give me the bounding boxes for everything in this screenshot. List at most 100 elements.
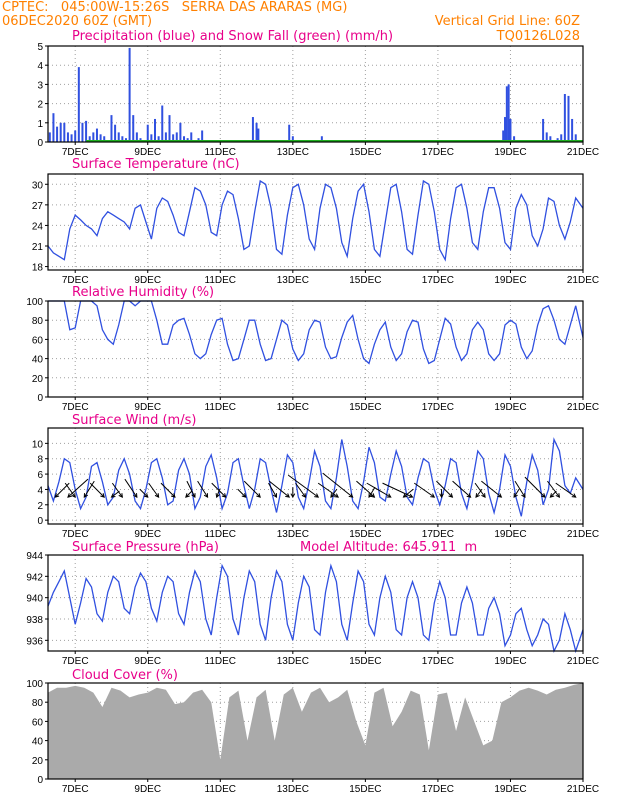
humidity-xtick-label: 15DEC — [349, 402, 381, 413]
precip-bar — [132, 115, 135, 142]
precip-bar — [504, 117, 507, 142]
precip-bar — [175, 132, 178, 142]
wind-vector — [295, 482, 306, 498]
wind-vector-head — [497, 493, 503, 498]
wind-vector-head — [170, 493, 176, 498]
temperature-xtick-label: 19DEC — [494, 275, 526, 286]
header-grid-line: Vertical Grid Line: 60Z — [435, 14, 580, 29]
humidity-ytick-label: 80 — [32, 316, 44, 327]
precip-bar — [52, 113, 55, 142]
precip-bar — [56, 126, 59, 142]
precip-xtick-label: 13DEC — [277, 147, 309, 158]
humidity-xtick-label: 7DEC — [62, 402, 89, 413]
humidity-xtick-label: 13DEC — [277, 402, 309, 413]
precip-bar — [114, 124, 117, 142]
precip-bar — [117, 132, 120, 142]
wind-vector — [268, 480, 290, 498]
temperature-xtick-label: 11DEC — [205, 275, 237, 286]
wind-vector — [555, 482, 577, 498]
wind-vector-head — [540, 493, 546, 498]
wind-xtick-label: 21DEC — [567, 529, 599, 540]
precip-bar — [563, 94, 566, 142]
header-date: 06DEC2020 60Z (GMT) — [2, 14, 152, 29]
pressure-xtick-label: 11DEC — [205, 656, 237, 667]
precip-bar — [161, 105, 164, 142]
precip-bar — [567, 95, 570, 142]
wind-vector-head — [368, 493, 373, 499]
wind-vector — [111, 490, 120, 498]
humidity-xtick-label: 9DEC — [134, 402, 161, 413]
precip-ytick-label: 5 — [37, 42, 43, 53]
wind-vector — [452, 480, 471, 498]
pressure-ytick-label: 936 — [26, 636, 43, 647]
precip-bar — [164, 132, 167, 142]
wind-vector — [268, 482, 277, 498]
wind-vector-head — [314, 493, 320, 498]
precip-xtick-label: 17DEC — [422, 147, 454, 158]
wind-vector-head — [513, 493, 518, 499]
cloud-cover-area — [48, 683, 583, 779]
wind-vector-head — [215, 493, 221, 499]
precip-bar — [99, 134, 102, 142]
precip-bar — [63, 122, 66, 142]
temperature-frame — [47, 173, 584, 271]
pressure-ytick-label: 940 — [26, 594, 43, 605]
wind-ytick-label: 4 — [37, 485, 43, 496]
wind-vector-head — [408, 493, 414, 498]
wind-vector-head — [285, 493, 291, 498]
precip-bar — [320, 136, 323, 142]
precip-bar — [513, 136, 516, 142]
wind-xtick-label: 15DEC — [349, 529, 381, 540]
cloud-ytick-label: 80 — [32, 698, 44, 709]
temperature-xtick-label: 21DEC — [567, 275, 599, 286]
humidity-ytick-label: 60 — [32, 335, 44, 346]
temperature-ytick-label: 24 — [32, 221, 44, 232]
wind-ytick-label: 8 — [37, 455, 43, 466]
wind-vector-head — [475, 493, 480, 498]
wind-vector-head — [571, 493, 577, 498]
temperature-xtick-label: 9DEC — [134, 275, 161, 286]
precip-bar — [179, 122, 182, 142]
precip-bar — [168, 115, 171, 142]
wind-vector — [83, 480, 95, 498]
cloud-xtick-label: 13DEC — [277, 784, 309, 795]
pressure-xtick-label: 21DEC — [567, 656, 599, 667]
pressure-xtick-label: 15DEC — [349, 656, 381, 667]
pressure-altitude-annotation: Model Altitude: 645.911 m — [300, 540, 477, 555]
precip-bar — [128, 47, 131, 142]
precip-bar — [77, 67, 80, 142]
wind-vector-head — [330, 493, 335, 498]
precip-xtick-label: 7DEC — [62, 147, 89, 158]
pressure-series-line — [47, 563, 584, 654]
precip-xtick-label: 21DEC — [567, 147, 599, 158]
precip-bar — [288, 124, 291, 142]
cloud-xtick-label: 15DEC — [349, 784, 381, 795]
pressure-xtick-label: 13DEC — [277, 656, 309, 667]
chart-panels: 0 1 2 3 4 5 7DEC 9DEC 11DEC 13DEC 15DEC 17DEC 19DEC 2… — [26, 42, 599, 795]
precip-bar — [502, 130, 505, 142]
cloud-xtick-label: 17DEC — [422, 784, 454, 795]
wind-vector-head — [334, 493, 340, 498]
wind-vector — [111, 482, 123, 498]
precip-bar — [542, 118, 545, 142]
precip-bar — [509, 118, 512, 142]
wind-vector-head — [439, 493, 444, 499]
wind-vector-head — [466, 493, 472, 498]
wind-vector — [403, 488, 414, 498]
temperature-title: Surface Temperature (nC) — [72, 157, 240, 172]
precip-bar — [66, 132, 69, 142]
precip-bar — [85, 120, 88, 142]
humidity-xtick-label: 21DEC — [567, 402, 599, 413]
wind-vector — [368, 486, 376, 498]
pressure-ytick-label: 938 — [26, 615, 43, 626]
temperature-xtick-label: 15DEC — [349, 275, 381, 286]
humidity-ytick-label: 100 — [26, 297, 43, 308]
precip-bar — [103, 136, 106, 142]
wind-xtick-label: 13DEC — [277, 529, 309, 540]
wind-vector-head — [448, 493, 454, 498]
precip-xtick-label: 19DEC — [494, 147, 526, 158]
wind-vector-head — [221, 493, 227, 498]
precip-ytick-label: 1 — [37, 119, 43, 130]
wind-vector-head — [100, 493, 105, 498]
wind-vector-head — [143, 493, 149, 498]
